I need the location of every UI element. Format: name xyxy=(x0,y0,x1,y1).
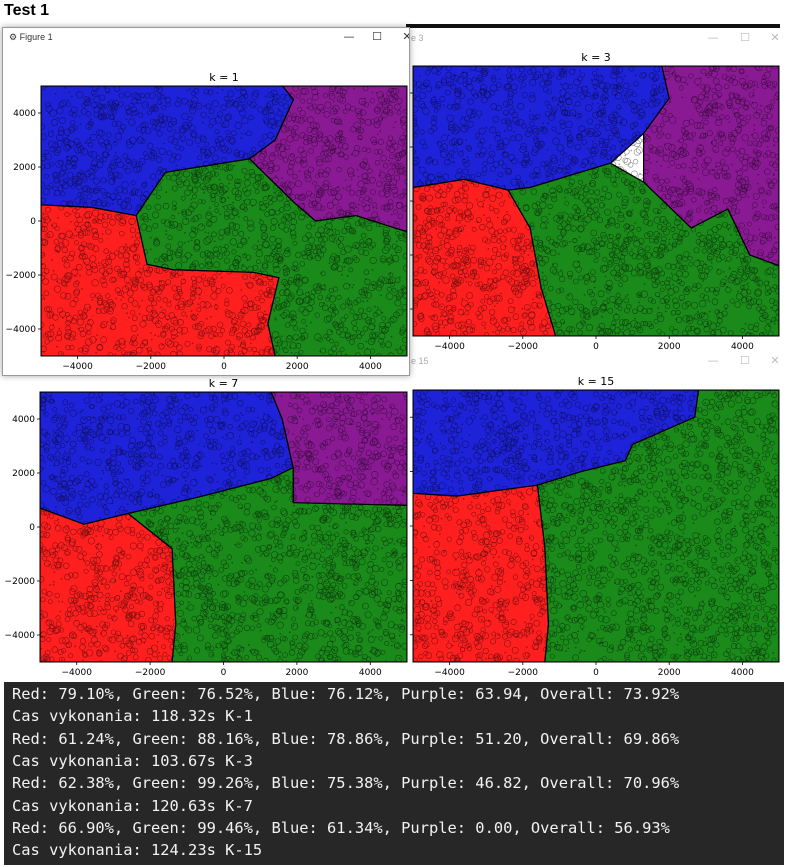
close-button[interactable]: ✕ xyxy=(770,354,780,367)
console-line: Cas vykonania: 124.23s K-15 xyxy=(12,841,263,860)
figure-window-k1[interactable]: ⚙ Figure 1 — ☐ ✕ k = 1 −4000 −2000 0 2000 4000 400… xyxy=(2,27,410,376)
console-line: Cas vykonania: 103.67s K-3 xyxy=(12,751,253,770)
window-titlebar[interactable]: e 15 — ☐ ✕ xyxy=(409,352,783,374)
close-button[interactable]: ✕ xyxy=(393,30,409,43)
x-tick-label: 2000 xyxy=(658,342,681,350)
console-line: Cas vykonania: 118.32s K-1 xyxy=(12,707,253,726)
scatter-points-texture xyxy=(40,392,407,662)
scatter-points-texture xyxy=(413,390,779,662)
x-tick-label: −4000 xyxy=(61,668,92,678)
x-tick-label: −2000 xyxy=(136,362,167,372)
plot-title: k = 7 xyxy=(209,377,239,390)
y-tick-label: 2000 xyxy=(12,469,35,479)
x-tick-label: 4000 xyxy=(731,342,754,350)
x-tick-label: 2000 xyxy=(285,668,308,678)
x-tick-label: 4000 xyxy=(359,362,382,372)
x-tick-label: −4000 xyxy=(434,342,465,350)
plot-title: k = 3 xyxy=(581,51,611,64)
window-top-edge xyxy=(406,24,780,28)
x-tick-label: 2000 xyxy=(658,668,681,678)
figure-window-k3[interactable]: e 3 — ☐ ✕ k = 3 −4000 −2000 0 2000 4000 xyxy=(409,29,783,350)
x-tick-label: −2000 xyxy=(508,342,539,350)
x-tick-label: 0 xyxy=(221,668,227,678)
x-tick-label: −2000 xyxy=(135,668,166,678)
console-output: Red: 79.10%, Green: 76.52%, Blue: 76.12%… xyxy=(4,682,784,865)
y-tick-label: −4000 xyxy=(6,325,37,335)
x-tick-label: 0 xyxy=(593,668,599,678)
scatter-plot-k7: k = 7 −4000 −2000 0 2000 4000 4000 2000 0 −2000 −4… xyxy=(5,377,408,678)
console-line: Red: 79.10%, Green: 76.52%, Blue: 76.12%… xyxy=(12,685,680,703)
window-title: ⚙ Figure 1 xyxy=(9,32,53,42)
window-title: e 15 xyxy=(411,356,429,366)
plot-title: k = 15 xyxy=(578,375,615,388)
maximize-button[interactable]: ☐ xyxy=(740,31,750,44)
scatter-points-texture xyxy=(413,66,779,336)
x-tick-label: −4000 xyxy=(62,362,93,372)
green-class-region xyxy=(135,158,407,356)
scatter-plot-k15: k = 15 −4000 −2000 0 2000 4000 xyxy=(410,375,780,678)
minimize-button[interactable]: — xyxy=(343,30,355,43)
y-tick-label: 4000 xyxy=(13,109,36,119)
scatter-plot-k3: k = 3 −4000 −2000 0 2000 4000 xyxy=(410,51,780,350)
x-tick-label: 0 xyxy=(221,362,227,372)
figure-window-k7[interactable]: k = 7 −4000 −2000 0 2000 4000 4000 2000 0 −2000 −4… xyxy=(4,374,409,678)
y-tick-label: −4000 xyxy=(5,631,36,641)
plot-title: k = 1 xyxy=(209,71,239,84)
figure-window-k15[interactable]: e 15 — ☐ ✕ k = 15 −4000 −2000 0 2000 4000 xyxy=(409,352,783,678)
red-class-region xyxy=(413,484,550,662)
minimize-button[interactable]: — xyxy=(707,354,719,367)
x-tick-label: −4000 xyxy=(434,668,465,678)
console-line: Red: 61.24%, Green: 88.16%, Blue: 78.86%… xyxy=(12,729,680,748)
console-line: Cas vykonania: 120.63s K-7 xyxy=(12,796,253,815)
x-tick-label: 4000 xyxy=(359,668,382,678)
maximize-button[interactable]: ☐ xyxy=(372,30,382,43)
y-tick-label: 0 xyxy=(29,523,35,533)
x-tick-label: −2000 xyxy=(508,668,539,678)
y-tick-label: 0 xyxy=(30,217,36,227)
x-tick-label: 4000 xyxy=(731,668,754,678)
y-tick-label: −2000 xyxy=(5,577,36,587)
window-titlebar[interactable]: e 3 — ☐ ✕ xyxy=(409,29,783,51)
y-tick-label: −2000 xyxy=(6,271,37,281)
scatter-points-texture xyxy=(41,86,407,356)
window-titlebar[interactable]: ⚙ Figure 1 — ☐ ✕ xyxy=(3,28,409,50)
scatter-plot-k1: k = 1 −4000 −2000 0 2000 4000 4000 2000 0 −2000 −4… xyxy=(6,71,408,372)
close-button[interactable]: ✕ xyxy=(770,31,780,44)
green-class-region xyxy=(126,466,407,662)
x-tick-label: 0 xyxy=(593,342,599,350)
y-tick-label: 4000 xyxy=(12,415,35,425)
x-tick-label: 2000 xyxy=(286,362,309,372)
console-line: Red: 62.38%, Green: 99.26%, Blue: 75.38%… xyxy=(12,774,680,793)
minimize-button[interactable]: — xyxy=(707,31,719,44)
y-tick-label: 2000 xyxy=(13,163,36,173)
maximize-button[interactable]: ☐ xyxy=(740,354,750,367)
page-heading: Test 1 xyxy=(4,2,50,19)
window-title: e 3 xyxy=(411,33,424,43)
console-line: Red: 66.90%, Green: 99.46%, Blue: 61.34%… xyxy=(12,818,670,837)
